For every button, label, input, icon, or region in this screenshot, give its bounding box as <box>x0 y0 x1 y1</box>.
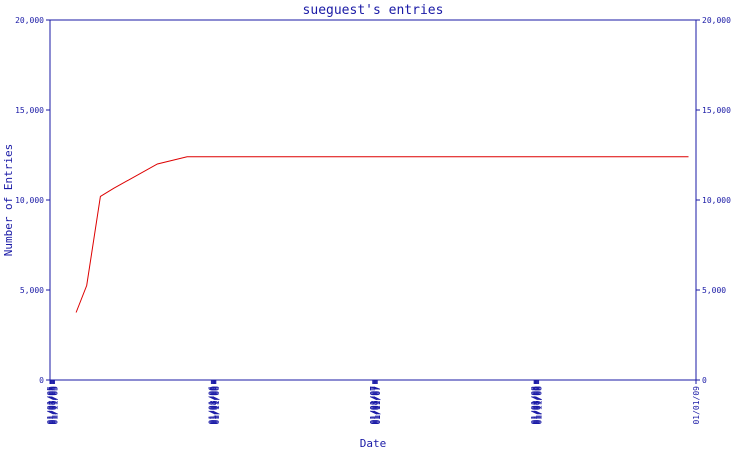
x-tick-label: 01/03/08 <box>531 386 540 425</box>
x-axis-label: Date <box>360 437 387 450</box>
y-tick-label-right: 10,000 <box>702 196 731 205</box>
series-line <box>75 156 689 313</box>
x-tick-label: 01/03/07 <box>370 386 379 425</box>
x-tick-label: 01/11/06 <box>212 386 221 425</box>
y-tick-label-right: 0 <box>702 376 707 385</box>
y-axis-left: 0 5,000 10,000 15,000 20,000 <box>15 16 50 385</box>
y-axis-label: Number of Entries <box>2 144 15 257</box>
x-axis: 01/01/0501/03/0501/05/0501/07/0501/09/05… <box>46 380 701 425</box>
x-tick-label: 01/01/06 <box>207 386 216 425</box>
x-tick-label: 01/01/08 <box>530 386 539 425</box>
y-tick-label-right: 20,000 <box>702 16 731 25</box>
plot-frame <box>49 19 697 381</box>
y-tick-label-left: 0 <box>39 376 44 385</box>
x-tick-label: 01/01/09 <box>692 386 701 425</box>
x-tick-label: 01/07/07 <box>371 386 380 425</box>
y-tick-label-right: 15,000 <box>702 106 731 115</box>
y-tick-label-right: 5,000 <box>702 286 726 295</box>
x-tick-label: 01/09/05 <box>50 386 59 425</box>
y-tick-label-left: 15,000 <box>15 106 44 115</box>
x-tick-label: 01/05/07 <box>371 386 380 425</box>
x-tick-label: 01/07/05 <box>49 386 58 425</box>
x-tick-label: 01/03/06 <box>208 386 217 425</box>
x-tick-label: 01/11/07 <box>373 386 382 425</box>
y-axis-right: 0 5,000 10,000 15,000 20,000 <box>696 16 731 385</box>
chart-title: sueguest's entries <box>303 3 444 18</box>
x-tick-label: 01/09/08 <box>534 386 543 425</box>
x-tick-label: 01/05/05 <box>48 386 57 425</box>
x-tick-label: 01/01/05 <box>46 386 55 425</box>
x-tick-label: 01/11/05 <box>50 386 59 425</box>
x-tick-label: 01/01/07 <box>369 386 378 425</box>
x-tick-label: 01/07/06 <box>210 386 219 425</box>
x-tick-label: 01/09/07 <box>372 386 381 425</box>
y-tick-label-left: 20,000 <box>15 16 44 25</box>
x-tick-label: 01/09/06 <box>211 386 220 425</box>
x-tick-label: 01/05/08 <box>532 386 541 425</box>
x-tick-label: 01/11/08 <box>535 386 544 425</box>
x-tick-label: 01/07/08 <box>533 386 542 425</box>
y-tick-label-left: 5,000 <box>20 286 44 295</box>
series-layer <box>75 156 689 313</box>
y-tick-label-left: 10,000 <box>15 196 44 205</box>
x-tick-label: 01/03/05 <box>47 386 56 425</box>
x-tick-label: 01/05/06 <box>209 386 218 425</box>
